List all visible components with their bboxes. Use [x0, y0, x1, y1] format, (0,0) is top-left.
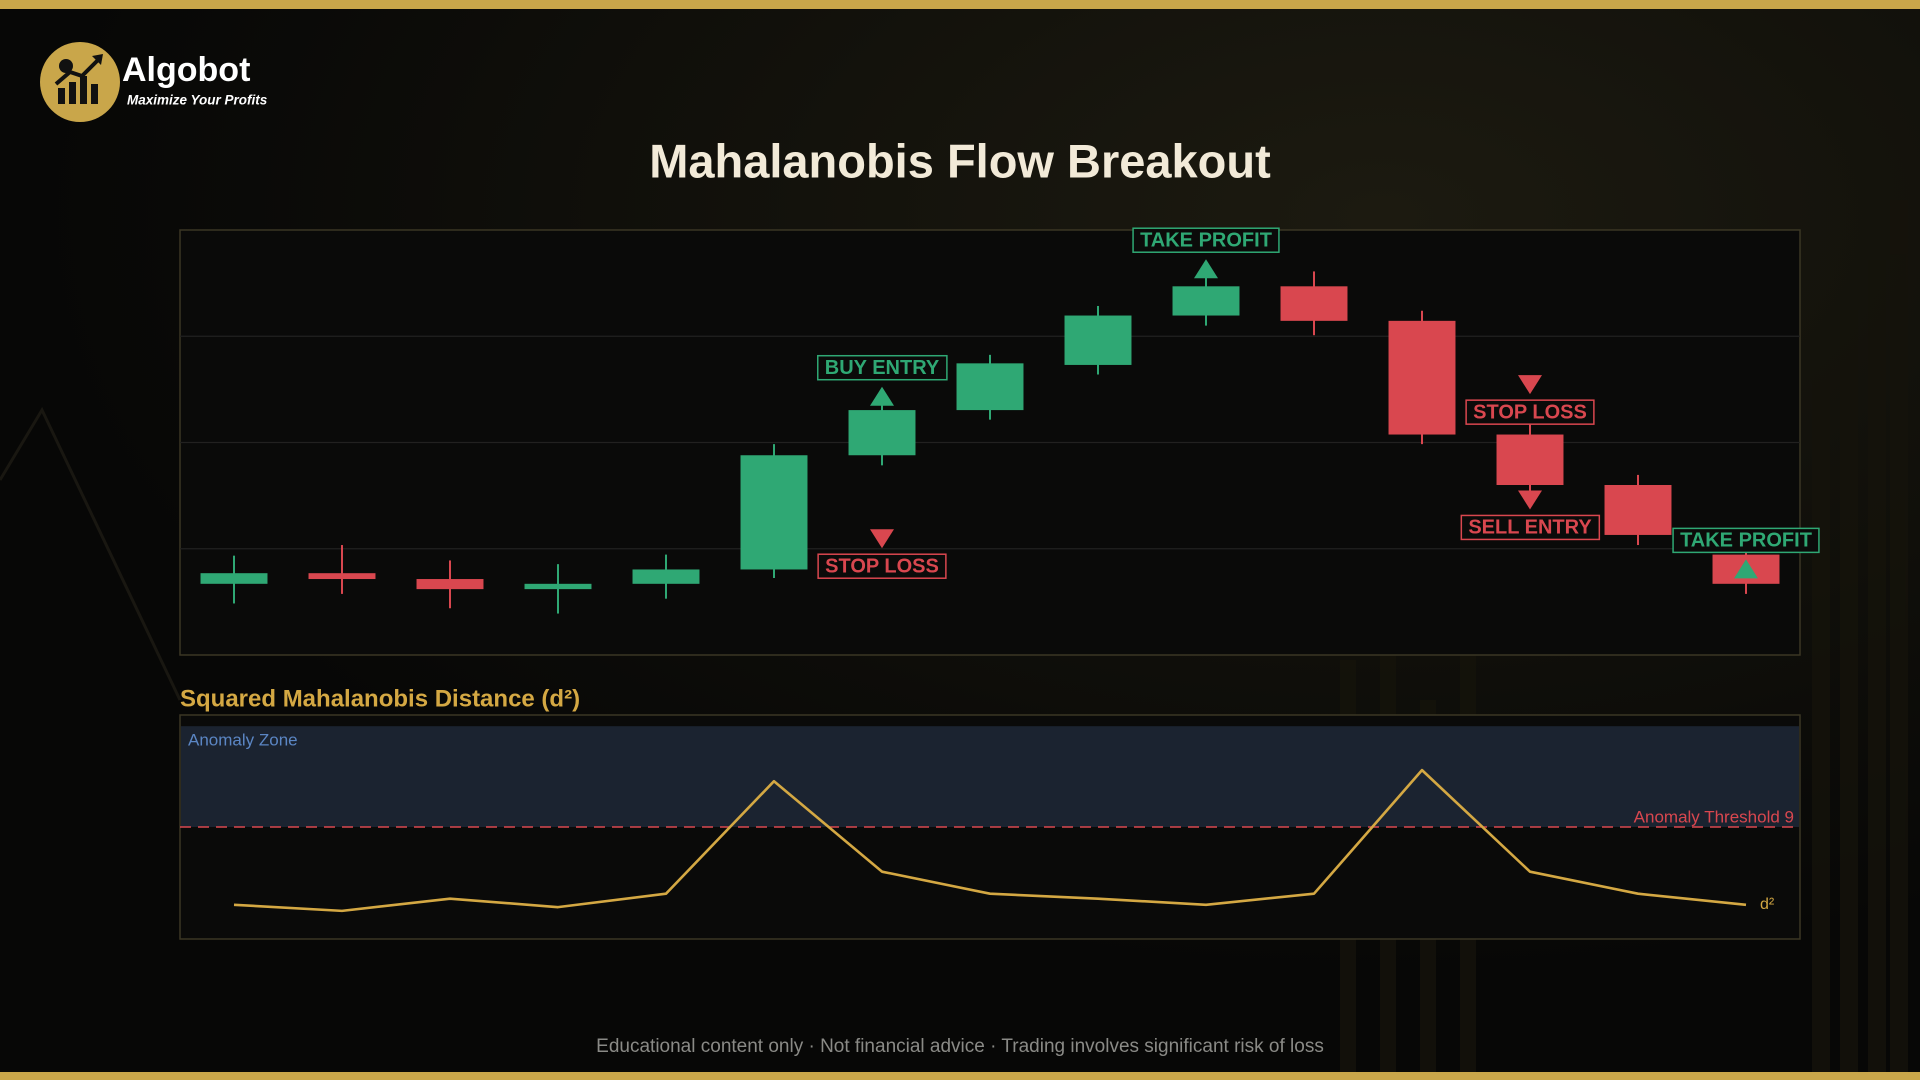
top-border [0, 0, 1920, 9]
signal-label-text: BUY ENTRY [825, 357, 940, 379]
candle-body [524, 583, 592, 590]
signal-label: STOP LOSS [1465, 399, 1595, 425]
candle-body [200, 573, 268, 584]
logo [40, 42, 120, 122]
d2-line [233, 768, 1747, 913]
signal-arrow [1518, 490, 1542, 510]
chart-title: Mahalanobis Flow Breakout [649, 134, 1271, 187]
signal-label-text: TAKE PROFIT [1140, 230, 1272, 252]
signal-label: TAKE PROFIT [1132, 227, 1280, 253]
candle-body [1604, 485, 1672, 535]
candle-body [956, 363, 1024, 411]
candle-body [1280, 286, 1348, 321]
signal-label-box [1672, 527, 1820, 554]
candle-body [416, 579, 484, 590]
bottom-border [0, 1072, 1920, 1080]
signal-label-text: STOP LOSS [825, 556, 939, 578]
candle-body [308, 573, 376, 580]
signal-label-text: SELL ENTRY [1468, 517, 1592, 539]
disclaimer: Educational content only · Not financial… [596, 1036, 1324, 1057]
brand-name: Algobot [122, 51, 250, 89]
candle-body [848, 410, 916, 456]
signal-label-box [1460, 514, 1601, 541]
signal-label-box [1465, 399, 1595, 425]
signal-label-box [1132, 227, 1280, 253]
signal-arrow [870, 529, 894, 549]
candle-body [1388, 320, 1456, 435]
signal-label: STOP LOSS [817, 553, 947, 579]
signal-label-text: TAKE PROFIT [1680, 530, 1812, 552]
candle-body [632, 569, 700, 584]
signal-arrow [1734, 559, 1758, 579]
panel-title: Squared Mahalanobis Distance (d²) [180, 685, 580, 712]
signal-arrow [1518, 375, 1542, 395]
anomaly-zone [181, 726, 1799, 827]
brand-tagline: Maximize Your Profits [127, 93, 268, 108]
signal-label-box [817, 553, 947, 579]
signal-label: BUY ENTRY [817, 354, 948, 381]
signal-arrow [870, 386, 894, 406]
threshold-label: Anomaly Threshold 9 [1634, 807, 1794, 826]
signal-label-box [817, 354, 948, 381]
candle-body [1172, 286, 1240, 316]
zone-label: Anomaly Zone [188, 731, 298, 750]
signal-label: TAKE PROFIT [1672, 527, 1820, 554]
candle-body [740, 455, 808, 570]
candle-body [1496, 434, 1564, 485]
signal-arrow [1194, 259, 1218, 279]
signal-label: SELL ENTRY [1460, 514, 1601, 541]
candle-body [1064, 315, 1132, 365]
signal-label-text: STOP LOSS [1473, 401, 1587, 423]
series-label: d² [1760, 896, 1775, 913]
